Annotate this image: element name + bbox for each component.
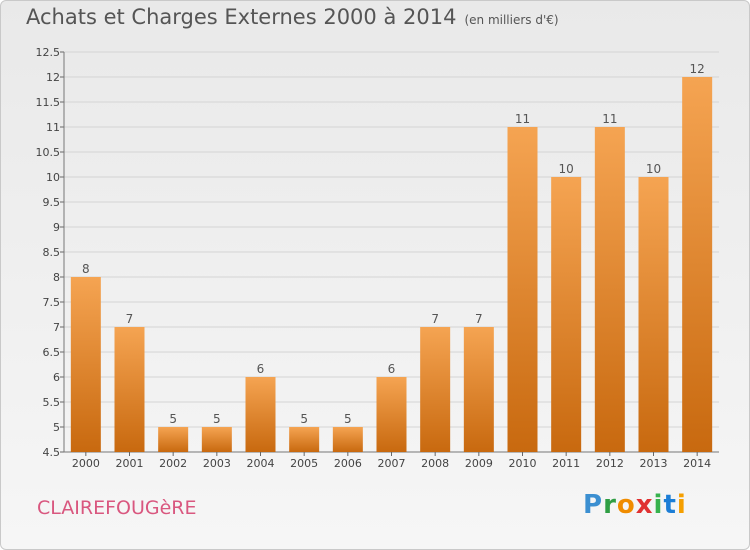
y-tick-label: 11: [46, 121, 60, 134]
x-tick-label: 2010: [509, 457, 537, 470]
data-label: 10: [559, 162, 574, 176]
bar: [332, 427, 363, 452]
x-tick-label: 2004: [247, 457, 275, 470]
data-label: 5: [169, 412, 177, 426]
data-label: 5: [213, 412, 221, 426]
y-tick-label: 8.5: [43, 246, 61, 259]
bar: [376, 377, 407, 452]
y-tick-label: 11.5: [36, 96, 61, 109]
data-label: 6: [257, 362, 265, 376]
proxiti-logo[interactable]: Proxiti: [583, 490, 687, 520]
bar: [551, 177, 582, 452]
bar: [463, 327, 494, 452]
data-label: 6: [388, 362, 396, 376]
value-labels: 8 7 5 5 6 5 5 6 7 7 11 10 11 10 12: [82, 62, 705, 426]
logo-letter: P: [583, 490, 604, 520]
x-tick-label: 2002: [159, 457, 187, 470]
data-label: 11: [515, 112, 530, 126]
logo-letter: x: [635, 490, 654, 520]
commune-name: CLAIREFOUGèRE: [37, 497, 197, 519]
y-tick-label: 8: [53, 271, 60, 284]
bar: [594, 127, 625, 452]
y-tick-label: 5.5: [43, 396, 61, 409]
x-tick-label: 2011: [552, 457, 580, 470]
data-label: 7: [431, 312, 439, 326]
bar: [420, 327, 451, 452]
axes: 4.5 5 5.5 6 6.5 7 7.5 8 8.5 9 9.5 10 10.5 11 11.5 12 12.…: [36, 46, 719, 470]
data-label: 5: [344, 412, 352, 426]
data-label: 12: [690, 62, 705, 76]
x-tick-label: 2009: [465, 457, 493, 470]
y-tick-label: 7.5: [43, 296, 61, 309]
logo-letter: i: [653, 490, 664, 520]
x-tick-label: 2013: [640, 457, 668, 470]
y-tick-label: 5: [53, 421, 60, 434]
data-label: 10: [646, 162, 661, 176]
bar: [638, 177, 669, 452]
logo-letter: t: [663, 490, 677, 520]
x-tick-label: 2012: [596, 457, 624, 470]
data-label: 5: [300, 412, 308, 426]
x-tick-label: 2006: [334, 457, 362, 470]
chart-unit: (en milliers d'€): [464, 13, 559, 27]
data-label: 8: [82, 262, 90, 276]
bar: [158, 427, 189, 452]
x-tick-label: 2001: [116, 457, 144, 470]
bars: [70, 77, 713, 452]
x-tick-label: 2008: [421, 457, 449, 470]
chart-title-text: Achats et Charges Externes 2000 à 2014: [26, 5, 457, 29]
y-tick-label: 12: [46, 71, 60, 84]
x-tick-label: 2014: [683, 457, 711, 470]
data-label: 7: [475, 312, 483, 326]
y-tick-label: 12.5: [36, 46, 61, 59]
y-tick-label: 9: [53, 221, 60, 234]
y-tick-label: 10.5: [36, 146, 61, 159]
y-tick-label: 6.5: [43, 346, 61, 359]
bar: [289, 427, 320, 452]
bar: [70, 277, 101, 452]
data-label: 7: [126, 312, 134, 326]
x-tick-label: 2000: [72, 457, 100, 470]
x-tick-label: 2007: [378, 457, 406, 470]
logo-letter: i: [676, 490, 687, 520]
x-tick-label: 2003: [203, 457, 231, 470]
x-tick-label: 2005: [290, 457, 318, 470]
bar: [682, 77, 713, 452]
chart-title: Achats et Charges Externes 2000 à 2014 (e…: [26, 5, 559, 29]
bar: [201, 427, 232, 452]
logo-letter: o: [616, 490, 636, 520]
y-tick-label: 10: [46, 171, 60, 184]
bar: [507, 127, 538, 452]
logo-letter: r: [603, 490, 617, 520]
data-label: 11: [602, 112, 617, 126]
y-tick-label: 7: [53, 321, 60, 334]
y-tick-label: 6: [53, 371, 60, 384]
y-tick-label: 4.5: [43, 446, 61, 459]
y-tick-label: 9.5: [43, 196, 61, 209]
bar: [114, 327, 145, 452]
bar: [245, 377, 276, 452]
